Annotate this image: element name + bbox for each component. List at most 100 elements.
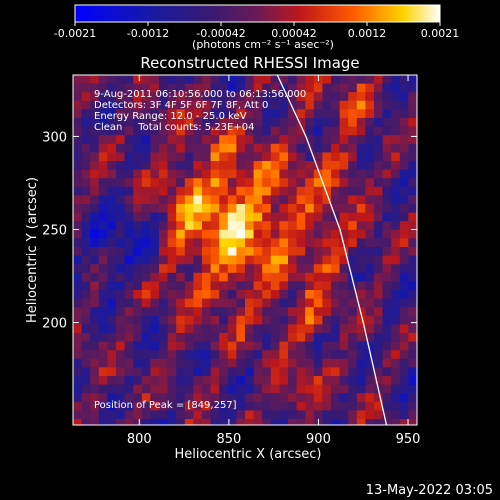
- heatmap-cell: [98, 333, 108, 342]
- heatmap-cell: [202, 307, 211, 317]
- heatmap-cell: [210, 324, 220, 334]
- heatmap-cell: [81, 229, 91, 239]
- heatmap-cell: [90, 221, 100, 231]
- heatmap-cell: [159, 135, 168, 145]
- heatmap-cell: [356, 272, 366, 282]
- heatmap-cell: [253, 135, 263, 145]
- heatmap-cell: [124, 410, 134, 420]
- heatmap-cell: [399, 135, 409, 145]
- heatmap-cell: [236, 221, 246, 231]
- heatmap-cell: [322, 419, 332, 425]
- heatmap-cell: [81, 324, 91, 334]
- heatmap-cell: [184, 143, 194, 153]
- heatmap-cell: [245, 212, 254, 222]
- heatmap-cell: [270, 410, 280, 420]
- heatmap-cell: [81, 264, 91, 274]
- heatmap-cell: [116, 264, 125, 274]
- heatmap-cell: [193, 290, 203, 299]
- heatmap-cell: [313, 126, 323, 136]
- heatmap-cell: [159, 161, 168, 170]
- heatmap-cell: [270, 186, 280, 196]
- heatmap-cell: [322, 376, 332, 385]
- heatmap-cell: [167, 272, 177, 282]
- heatmap-cell: [124, 83, 134, 93]
- heatmap-cell: [365, 152, 375, 162]
- heatmap-cell: [159, 272, 168, 282]
- heatmap-cell: [227, 298, 237, 308]
- heatmap-cell: [210, 204, 220, 213]
- heatmap-cell: [408, 341, 417, 351]
- heatmap-cell: [124, 135, 134, 145]
- heatmap-cell: [150, 238, 160, 248]
- heatmap-cell: [270, 109, 280, 119]
- heatmap-cell: [408, 350, 417, 360]
- heatmap-cell: [227, 75, 237, 84]
- heatmap-cell: [408, 358, 417, 368]
- heatmap-cell: [210, 126, 220, 136]
- heatmap-cell: [270, 83, 280, 93]
- heatmap-cell: [245, 75, 254, 84]
- heatmap-cell: [356, 376, 366, 385]
- heatmap-cell: [296, 152, 306, 162]
- heatmap-cell: [339, 272, 349, 282]
- heatmap-cell: [219, 109, 229, 119]
- heatmap-cell: [391, 350, 401, 360]
- heatmap-cell: [150, 152, 160, 162]
- x-tick-label: 900: [306, 432, 331, 447]
- heatmap-cell: [305, 255, 315, 265]
- heatmap-cell: [141, 401, 151, 411]
- heatmap-cell: [262, 350, 272, 360]
- heatmap-cell: [391, 419, 401, 425]
- heatmap-cell: [116, 281, 125, 291]
- heatmap-cell: [382, 212, 392, 222]
- heatmap-cell: [305, 161, 315, 170]
- heatmap-cell: [313, 341, 323, 351]
- heatmap-cell: [107, 221, 117, 231]
- heatmap-cell: [202, 186, 211, 196]
- heatmap-cell: [262, 204, 272, 213]
- heatmap-cell: [365, 298, 375, 308]
- heatmap-cell: [382, 195, 392, 205]
- heatmap-cell: [202, 109, 211, 119]
- heatmap-cell: [245, 221, 254, 231]
- x-tick-label: 800: [127, 432, 152, 447]
- heatmap-cell: [167, 143, 177, 153]
- heatmap-cell: [270, 135, 280, 145]
- heatmap-cell: [150, 229, 160, 239]
- x-tick-label: 950: [396, 432, 421, 447]
- heatmap-cell: [322, 143, 332, 153]
- heatmap-cell: [141, 358, 151, 368]
- annotation-energy: Energy Range: 12.0 - 25.0 keV: [94, 111, 247, 122]
- heatmap-cell: [184, 126, 194, 136]
- heatmap-cell: [227, 204, 237, 213]
- heatmap-cell: [90, 384, 100, 394]
- heatmap-cell: [348, 264, 358, 274]
- heatmap-cell: [279, 75, 289, 84]
- heatmap-cell: [193, 229, 203, 239]
- heatmap-cell: [159, 83, 168, 93]
- heatmap-cell: [374, 143, 383, 153]
- heatmap-cell: [374, 83, 383, 93]
- heatmap-cell: [202, 376, 211, 385]
- heatmap-cell: [141, 169, 151, 179]
- heatmap-cell: [348, 333, 358, 342]
- heatmap-cell: [408, 126, 417, 136]
- heatmap-cell: [374, 315, 383, 325]
- heatmap-cell: [382, 281, 392, 291]
- heatmap-cell: [313, 384, 323, 394]
- heatmap-cell: [116, 358, 125, 368]
- heatmap-cell: [348, 178, 358, 188]
- chart-title: Reconstructed RHESSI Image: [140, 54, 359, 72]
- heatmap-cell: [245, 341, 254, 351]
- heatmap-cell: [236, 264, 246, 274]
- heatmap-cell: [365, 307, 375, 317]
- heatmap-cell: [98, 272, 108, 282]
- heatmap-cell: [202, 281, 211, 291]
- heatmap-cell: [116, 100, 125, 110]
- heatmap-cell: [124, 221, 134, 231]
- heatmap-cell: [270, 204, 280, 213]
- heatmap-cell: [288, 419, 297, 425]
- heatmap-cell: [193, 264, 203, 274]
- heatmap-cell: [348, 401, 358, 411]
